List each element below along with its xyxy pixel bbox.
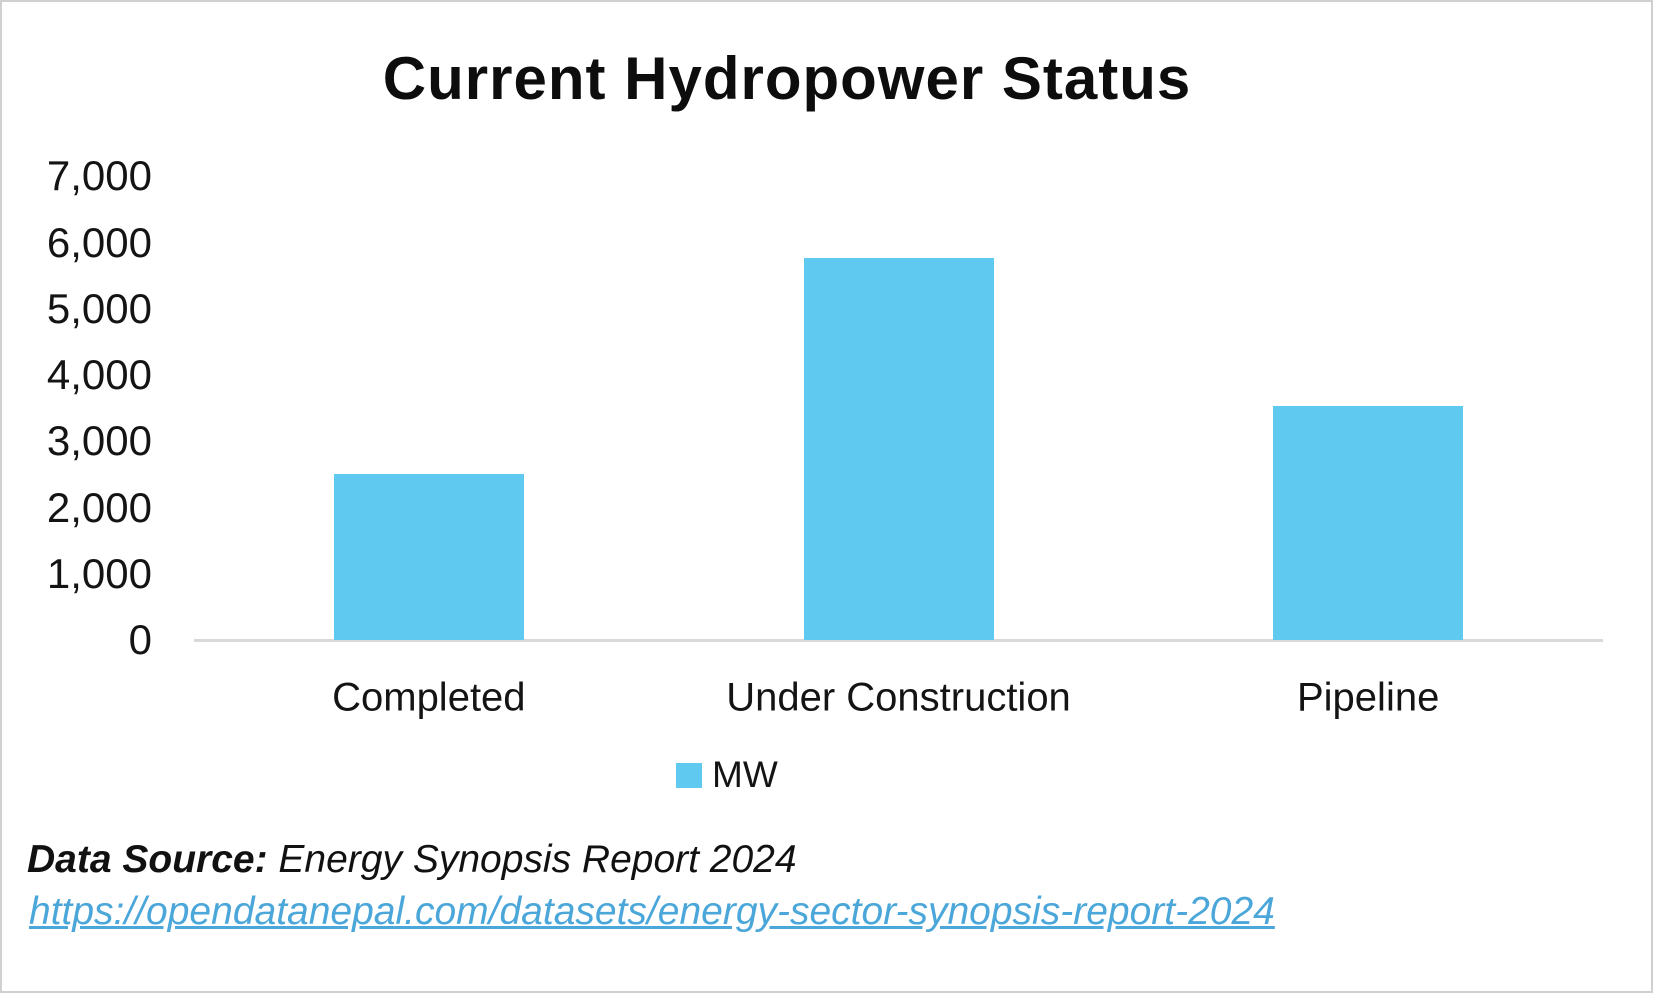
y-tick-label: 2,000	[46, 483, 152, 531]
data-source-label: Data Source:	[27, 838, 268, 881]
category-label: Completed	[332, 675, 526, 720]
legend-label: MW	[712, 754, 778, 795]
bar-under-construction	[803, 257, 994, 640]
category-label: Pipeline	[1296, 675, 1440, 720]
legend-swatch-icon	[676, 762, 702, 788]
y-tick-label: 7,000	[46, 152, 152, 200]
y-tick-label: 3,000	[46, 417, 152, 465]
bar-completed	[333, 474, 524, 640]
data-source-link[interactable]: https://opendatanepal.com/datasets/energ…	[29, 890, 1275, 933]
y-tick-label: 1,000	[46, 549, 152, 597]
chart-title: Current Hydropower Status	[382, 45, 1192, 112]
x-axis-line	[194, 639, 1603, 642]
y-tick-label: 5,000	[46, 284, 152, 332]
y-tick-label: 6,000	[46, 218, 152, 266]
data-source-text: Energy Synopsis Report 2024	[267, 838, 797, 881]
y-tick-label: 0	[128, 616, 152, 663]
category-label: Under Construction	[726, 675, 1071, 720]
bar-pipeline	[1273, 406, 1464, 640]
data-source-note: Data Source: Energy Synopsis Report 2024	[27, 838, 797, 882]
y-tick-label: 4,000	[46, 351, 152, 399]
legend: MW	[676, 754, 778, 796]
